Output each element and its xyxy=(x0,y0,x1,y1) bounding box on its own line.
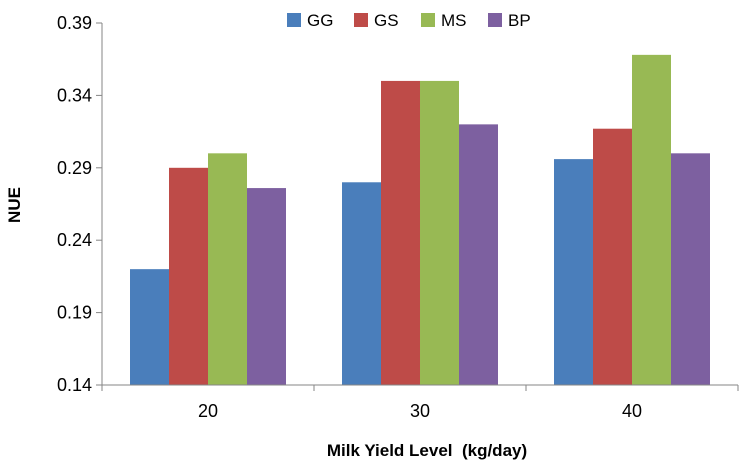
legend-swatch-ms xyxy=(421,13,435,27)
y-axis-title: NUE xyxy=(5,187,24,223)
legend: GG GS MS BP xyxy=(287,11,531,30)
legend-swatch-gs xyxy=(354,13,368,27)
y-tick-label: 0.24 xyxy=(57,230,92,250)
bar-ms-30 xyxy=(420,80,459,386)
y-tick-label: 0.19 xyxy=(57,303,92,323)
legend-label-gs: GS xyxy=(374,11,399,30)
bar-gg-40 xyxy=(554,159,593,385)
bars xyxy=(130,54,710,386)
legend-swatch-gg xyxy=(287,13,301,27)
legend-swatch-bp xyxy=(488,13,502,27)
x-tick-label: 30 xyxy=(410,401,430,421)
legend-label-ms: MS xyxy=(441,11,467,30)
y-tick-label: 0.34 xyxy=(57,85,92,105)
y-tick-label: 0.14 xyxy=(57,375,92,395)
x-tick-label: 40 xyxy=(622,401,642,421)
bar-gs-40 xyxy=(593,128,632,386)
y-ticks: 0.14 0.19 0.24 0.29 0.34 0.39 xyxy=(57,13,102,395)
bar-bp-40 xyxy=(671,153,710,385)
axes xyxy=(101,23,738,386)
bar-gg-20 xyxy=(130,269,169,385)
x-tick-label: 20 xyxy=(198,401,218,421)
bar-bp-20 xyxy=(247,188,286,385)
legend-label-gg: GG xyxy=(307,11,333,30)
y-tick-label: 0.29 xyxy=(57,158,92,178)
bar-bp-30 xyxy=(459,124,498,386)
bar-gg-30 xyxy=(342,182,381,385)
x-axis-title: Milk Yield Level (kg/day) xyxy=(327,441,527,460)
x-ticks: 20 30 40 xyxy=(101,385,739,421)
bar-ms-20 xyxy=(208,153,247,385)
bar-gs-20 xyxy=(169,167,208,385)
legend-label-bp: BP xyxy=(508,11,531,30)
y-tick-label: 0.39 xyxy=(57,13,92,33)
bar-gs-30 xyxy=(381,80,420,386)
bar-ms-40 xyxy=(632,54,671,386)
